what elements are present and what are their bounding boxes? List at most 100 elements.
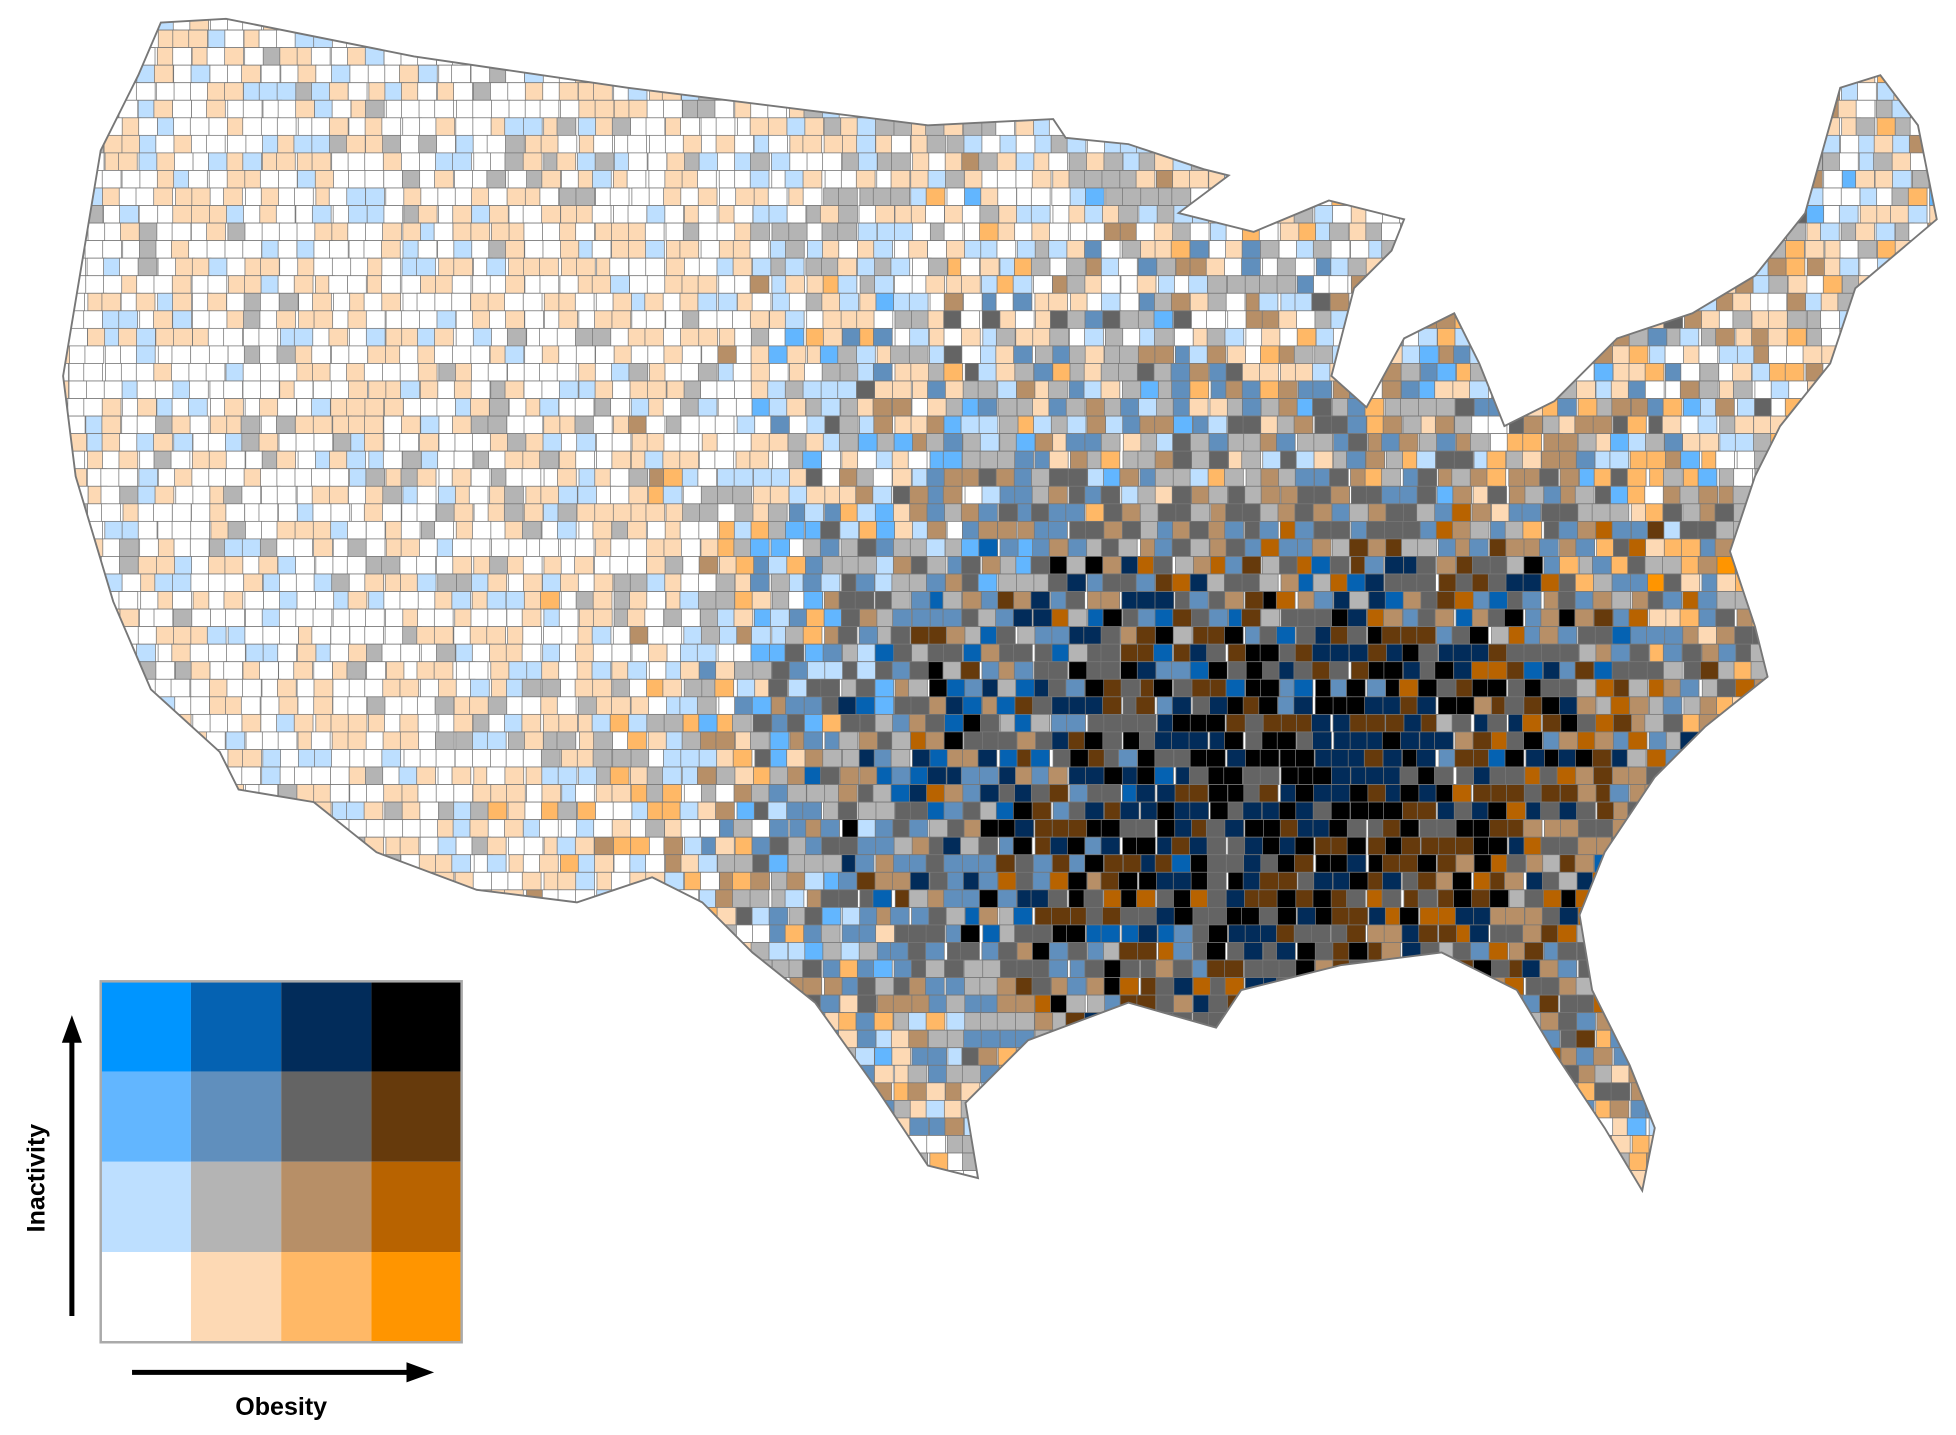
county [838,433,859,452]
county [873,749,894,768]
county [1382,257,1402,277]
county [1173,310,1193,329]
county [875,292,896,312]
county [784,170,805,189]
county [297,170,317,189]
county [1875,450,1896,470]
county [1894,64,1914,84]
county [330,626,351,645]
county [574,538,595,557]
county [1066,257,1086,277]
county [697,292,718,312]
county [347,310,368,329]
county [593,731,613,750]
county [1944,293,1956,311]
county [1540,345,1561,364]
county [420,398,440,417]
county [539,450,559,470]
county [83,678,104,698]
county [171,503,192,522]
county [578,766,598,785]
county [384,398,404,417]
county [101,433,122,452]
county [1383,152,1403,171]
county [838,187,858,206]
county [1017,520,1037,540]
county [208,643,228,663]
county [872,187,893,206]
county [416,18,436,31]
county [104,520,124,540]
county [1876,117,1897,136]
county [1382,415,1403,435]
county [1629,643,1650,663]
county [875,64,895,84]
county [1226,749,1247,768]
county [1701,205,1722,224]
county [1822,275,1843,294]
county [1438,205,1458,224]
county [154,573,174,592]
county [749,170,770,189]
county [328,327,349,347]
county [241,538,262,557]
county [1839,749,1860,768]
county [1523,731,1543,750]
county [1595,47,1615,66]
county [259,310,280,329]
county [1191,29,1211,49]
county [628,64,648,84]
county [346,134,366,154]
county [837,380,857,399]
county [416,485,437,505]
county [1330,240,1351,259]
county [1171,661,1191,680]
county [1013,591,1033,610]
county [1857,398,1877,417]
county [663,18,683,31]
county [524,801,545,821]
county [1400,310,1420,329]
county [1736,117,1756,136]
county [347,222,367,242]
county [1557,626,1578,645]
county [753,766,773,785]
county [1663,29,1683,49]
county [1522,433,1542,452]
county [1576,678,1596,698]
county [875,661,895,680]
county [1313,433,1334,452]
county [769,731,790,750]
county [1436,222,1456,242]
county [1434,257,1454,277]
county [1630,257,1650,277]
county [891,731,911,750]
county [1399,696,1420,715]
county [559,275,580,294]
county [1453,450,1474,470]
county [1227,643,1248,663]
county [753,29,774,49]
county [701,29,722,49]
county [680,749,700,768]
county [242,117,262,136]
county [401,415,421,435]
county [1772,573,1792,592]
county [1717,99,1737,119]
county [314,99,334,119]
county [1683,275,1704,294]
county [84,538,104,557]
county [1052,749,1073,768]
county [1365,713,1386,733]
county [1434,170,1455,189]
county [192,766,213,785]
county [1541,503,1561,522]
county [1856,485,1876,505]
county [1350,134,1370,154]
county [1736,257,1756,277]
county [1892,556,1912,575]
county [1311,556,1331,575]
county [434,345,454,364]
county [191,205,211,224]
county [1909,591,1929,610]
